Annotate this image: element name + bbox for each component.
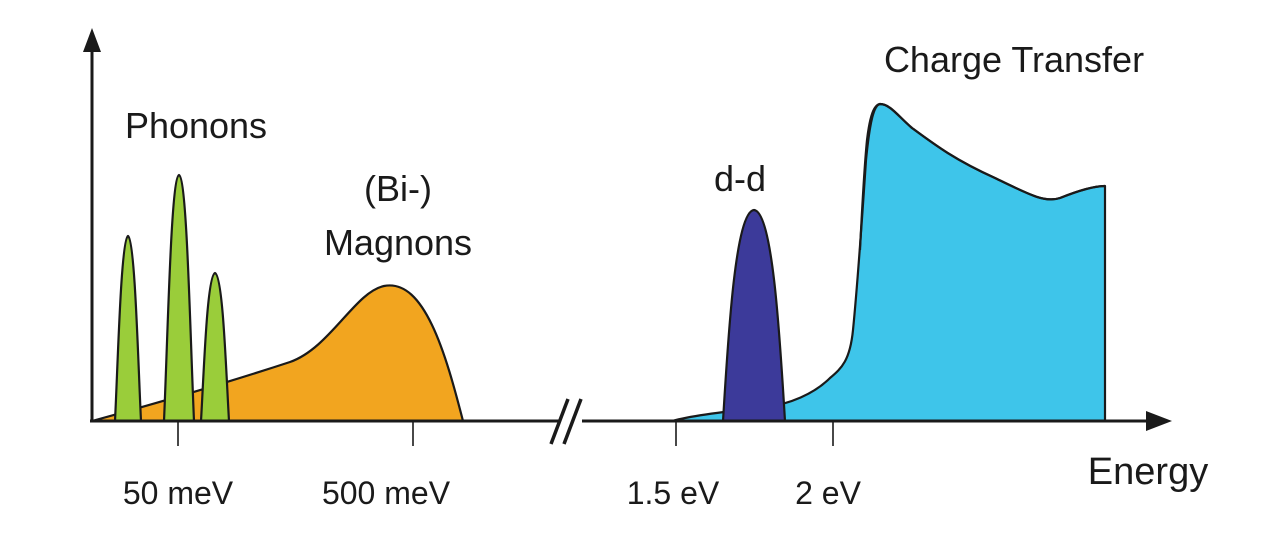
phonon-peak-1 — [113, 234, 143, 423]
y-axis-arrowhead — [83, 28, 101, 52]
charge-transfer-outline — [858, 102, 1106, 251]
tick-label-2ev: 2 eV — [795, 475, 861, 511]
phonon-peak-2 — [162, 173, 196, 423]
dd-peak — [721, 208, 787, 423]
magnons-label-line1: (Bi-) — [364, 168, 432, 209]
magnons-label-line2: Magnons — [324, 222, 472, 263]
tick-label-50mev: 50 meV — [123, 475, 234, 511]
phonon-peak-3 — [199, 271, 231, 423]
phonons-label: Phonons — [125, 105, 267, 146]
charge-transfer-label: Charge Transfer — [884, 39, 1144, 80]
dd-label: d-d — [714, 158, 766, 199]
axis-break-icon — [549, 398, 583, 445]
tick-label-500mev: 500 meV — [322, 475, 451, 511]
magnon-band — [90, 284, 465, 423]
tick-label-1-5ev: 1.5 eV — [627, 475, 720, 511]
x-axis-label: Energy — [1088, 451, 1208, 493]
x-axis-arrowhead — [1146, 411, 1172, 431]
